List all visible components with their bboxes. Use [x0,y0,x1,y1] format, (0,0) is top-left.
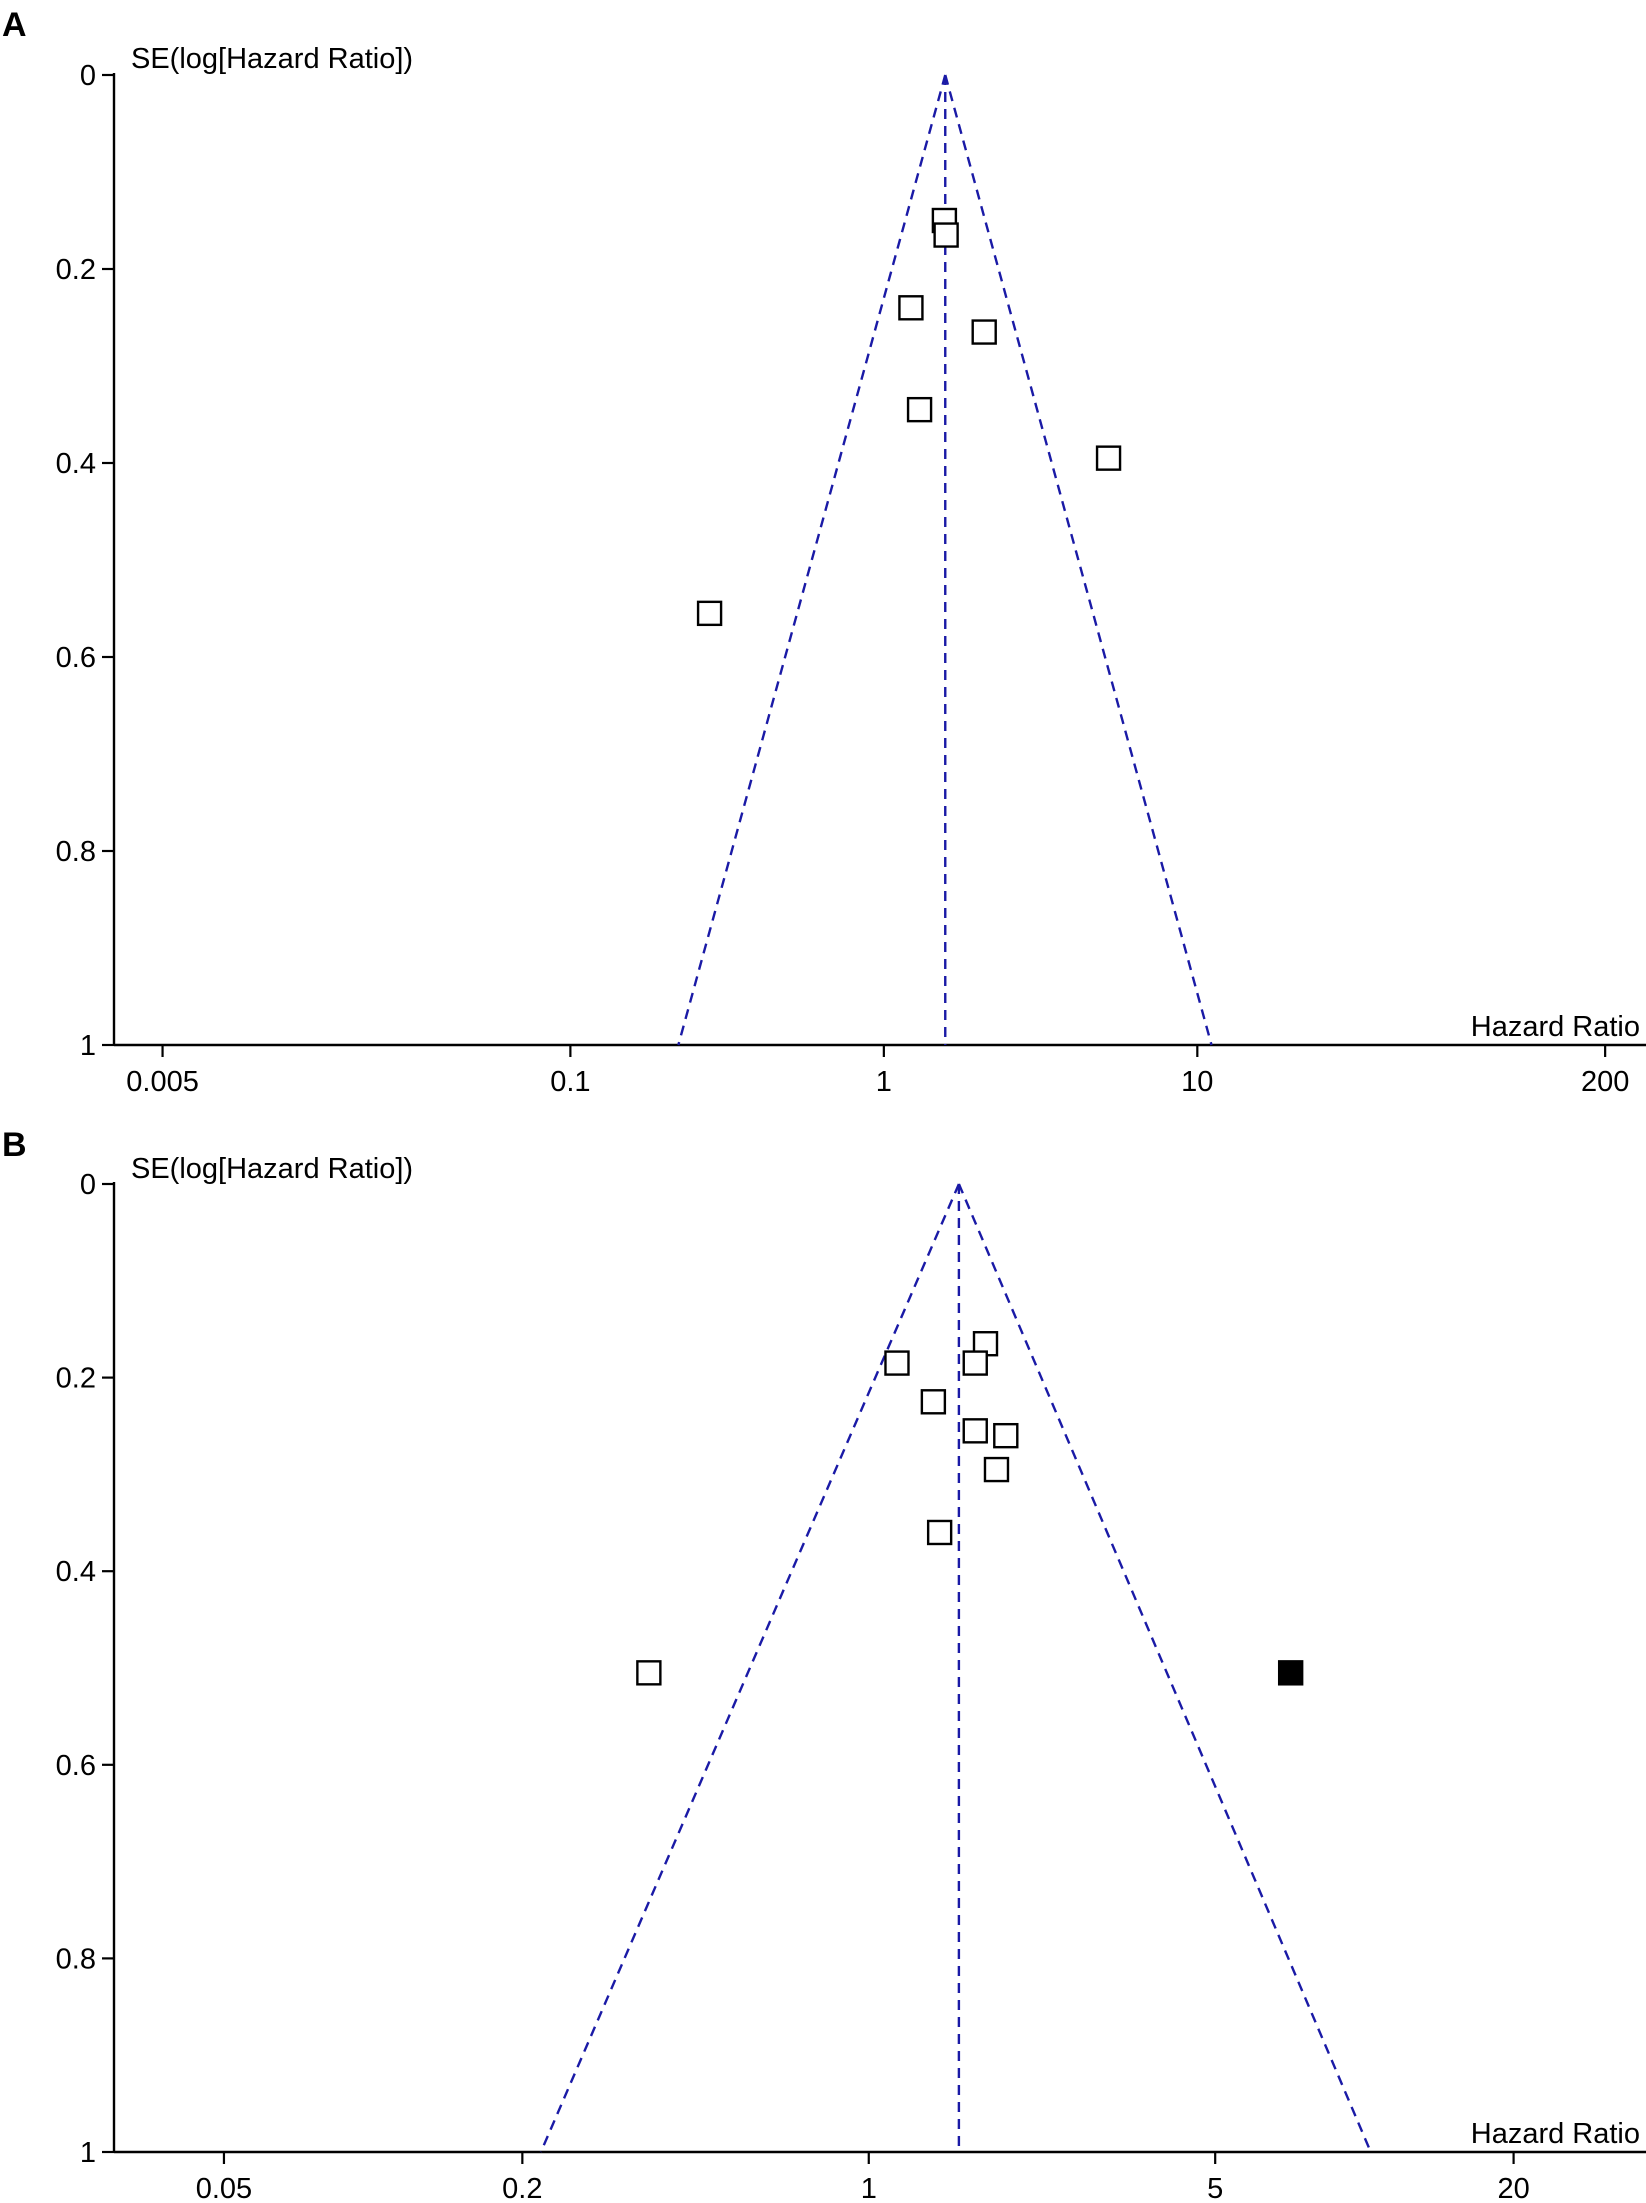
study-marker [983,1456,1010,1483]
x-tick-label: 0.2 [502,2173,542,2203]
y-axis-label: SE(log[Hazard Ratio]) [131,43,413,75]
axes [112,1182,1646,2154]
y-tick-label: 0.8 [56,836,96,868]
panel-letter: A [2,6,27,44]
y-tick-label: 0.8 [56,1943,96,1975]
study-marker [906,396,933,423]
x-tick-label: 10 [1181,1066,1213,1098]
x-tick-label: 0.005 [126,1066,199,1098]
y-tick-label: 0.2 [56,1363,96,1395]
x-tick-label: 20 [1497,2173,1529,2203]
y-tick-label: 0 [80,60,96,92]
x-tick-label: 1 [876,1066,892,1098]
y-tick-label: 1 [80,2137,96,2169]
study-marker [898,295,924,321]
study-marker [696,600,723,627]
study-marker [962,1418,988,1444]
x-tick-label: 0.05 [196,2173,252,2203]
funnel-left-line [539,1183,960,2153]
x-axis-label: Hazard Ratio [1471,2118,1640,2150]
study-marker [926,1519,953,1546]
y-tick-label: 0.4 [56,1556,96,1588]
x-tick-label: 1 [861,2173,877,2203]
panel-letter: B [2,1126,27,1164]
funnel-right-line [957,1183,1372,2153]
y-axis-label: SE(log[Hazard Ratio]) [131,1153,413,1185]
ticks: 0 0.2 0.4 0.6 0.8 1 0.05 0.2 1 5 20 [56,1169,1530,2203]
imputed-study-marker [1277,1660,1304,1686]
study-marker [993,1422,1019,1449]
studies [636,1331,1304,1686]
study-marker [962,1350,988,1376]
study-marker [1095,445,1122,471]
x-tick-label: 5 [1207,2173,1223,2203]
study-marker [971,319,997,345]
x-axis-label: Hazard Ratio [1471,1011,1640,1043]
y-tick-label: 0 [80,1169,96,1201]
y-tick-label: 0.6 [56,1750,96,1782]
study-marker [933,222,959,248]
study-marker [920,1389,947,1415]
study-marker [884,1350,910,1376]
funnel-lines [539,1183,1372,2153]
y-tick-label: 1 [80,1030,96,1062]
studies [696,207,1122,627]
y-tick-label: 0.6 [56,642,96,674]
funnel-left-line [677,74,947,1046]
y-tick-label: 0.2 [56,254,96,286]
ticks: 0 0.2 0.4 0.6 0.8 1 0.005 0.1 1 10 200 [56,60,1630,1098]
funnel-plot-panel-b: B SE(log[Hazard Ratio]) Hazard Ratio 0 0.… [2,1126,1646,2203]
x-tick-label: 200 [1581,1066,1629,1098]
funnel-right-line [944,74,1213,1046]
axes [112,73,1646,1047]
study-marker [636,1660,662,1686]
funnel-plot-panel-a: A SE(log[Hazard Ratio]) Hazard Ratio 0 0.… [2,6,1646,1098]
y-tick-label: 0.4 [56,448,96,480]
x-tick-label: 0.1 [550,1066,590,1098]
